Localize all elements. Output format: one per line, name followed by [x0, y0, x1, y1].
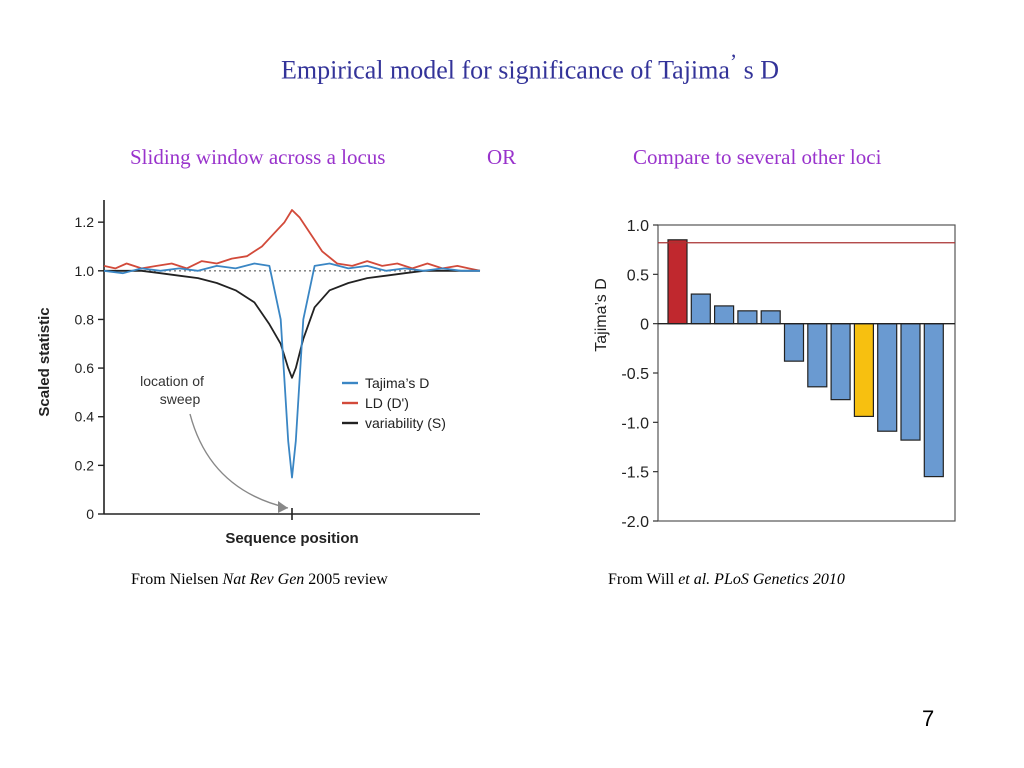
legend-label: variability (S) — [365, 415, 446, 431]
legend-label: Tajima’s D — [365, 375, 429, 391]
y-tick-label: -1.5 — [621, 465, 649, 482]
bar — [807, 323, 828, 388]
annotation-arrowhead — [278, 501, 288, 513]
y-tick-label: -2.0 — [621, 514, 649, 531]
bar — [830, 323, 851, 401]
y-tick-label: -0.5 — [621, 366, 649, 383]
bar — [923, 323, 944, 478]
y-tick-label: 0.8 — [75, 311, 95, 327]
series-line — [103, 209, 481, 272]
y-tick-label: 1.0 — [627, 218, 649, 235]
y-tick-label: 0.5 — [627, 267, 649, 284]
subtitle-or: OR — [487, 145, 517, 169]
page-number: 7 — [922, 706, 935, 731]
annotation-text: location of — [140, 373, 204, 389]
legend-label: LD (D') — [365, 395, 409, 411]
y-tick-label: -1.0 — [621, 415, 649, 432]
caption-will: From Will et al. PLoS Genetics 2010 — [608, 571, 845, 588]
sliding-window-line-chart: 0 0.2 0.4 0.6 0.8 1.0 1.2 Scaled statistic Seque… — [36, 200, 481, 547]
y-tick-label: 0.2 — [75, 457, 95, 473]
y-tick-label: 0.4 — [75, 409, 95, 425]
y-tick-label: 1.0 — [75, 263, 95, 279]
annotation-arrow — [189, 413, 289, 509]
y-tick-label: 0 — [640, 317, 649, 334]
bar — [690, 293, 711, 325]
series-line — [103, 262, 480, 479]
slide-title: Empirical model for significance of Taji… — [280, 50, 780, 85]
bar — [714, 305, 735, 325]
tajima-d-bar-chart: 1.0 0.5 0 -0.5 -1.0 -1.5 -2.0 Tajima’s D — [593, 218, 956, 531]
bar — [877, 323, 898, 432]
bar — [667, 239, 688, 325]
bar — [783, 323, 805, 362]
series-line — [104, 269, 480, 379]
y-tick-label: 0 — [86, 506, 94, 522]
bar — [760, 310, 781, 325]
subtitle-sliding-window: Sliding window across a locus — [130, 145, 386, 169]
y-tick-label: 1.2 — [75, 214, 95, 230]
y-axis-label: Tajima’s D — [593, 278, 610, 352]
caption-nielsen: From Nielsen Nat Rev Gen 2005 review — [131, 571, 388, 588]
annotation-text: sweep — [160, 391, 201, 407]
x-axis-label: Sequence position — [225, 530, 358, 547]
bar — [853, 323, 874, 418]
y-axis-label: Scaled statistic — [36, 307, 53, 416]
bar — [737, 310, 758, 325]
y-tick-label: 0.6 — [75, 360, 95, 376]
subtitle-compare-loci: Compare to several other loci — [633, 145, 882, 169]
bar — [900, 323, 921, 441]
